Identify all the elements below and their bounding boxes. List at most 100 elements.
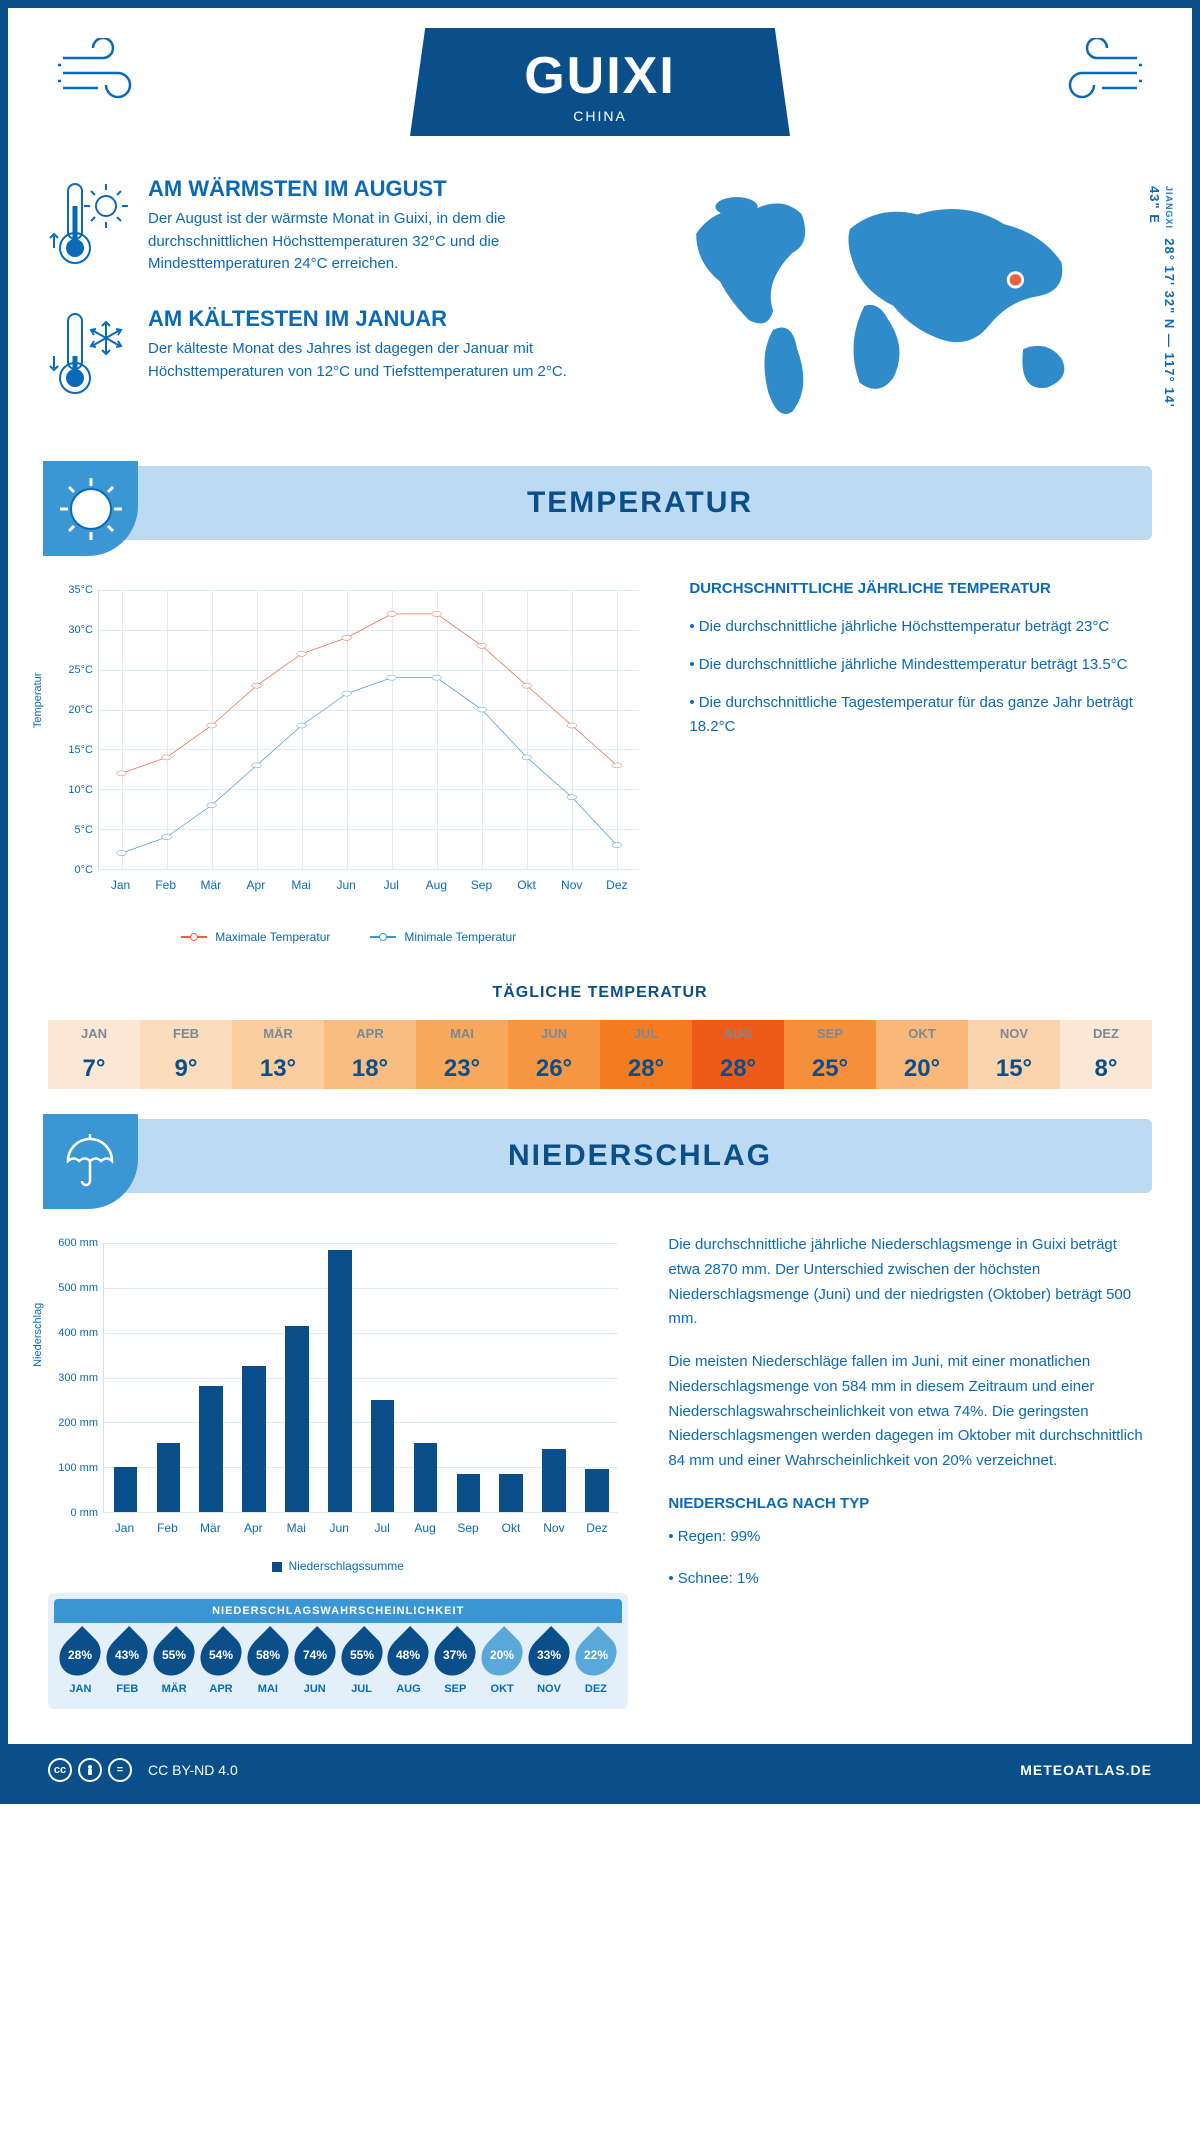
footer: cc = CC BY-ND 4.0 METEOATLAS.DE: [8, 1744, 1192, 1796]
section-title: TEMPERATUR: [148, 486, 1132, 520]
warmest-title: AM WÄRMSTEN IM AUGUST: [148, 176, 575, 202]
probability-cell: 43%FEB: [105, 1633, 150, 1695]
x-tick-label: Sep: [471, 878, 492, 892]
bar-legend: Niederschlagssumme: [48, 1559, 628, 1573]
bar: [585, 1469, 609, 1512]
daily-temp-cell: OKT20°: [876, 1020, 968, 1089]
coordinates: JIANGXI 28° 17' 32" N — 117° 14' 43" E: [1147, 186, 1177, 436]
x-tick-label: Mai: [287, 1521, 306, 1535]
bar: [371, 1400, 395, 1512]
x-tick-label: Feb: [157, 1521, 178, 1535]
daily-temp-cell: AUG28°: [692, 1020, 784, 1089]
probability-cell: 74%JUN: [292, 1633, 337, 1695]
bar: [114, 1467, 138, 1512]
bar: [242, 1366, 266, 1512]
y-tick-label: 500 mm: [48, 1282, 98, 1294]
probability-cell: 22%DEZ: [573, 1633, 618, 1695]
x-tick-label: Nov: [543, 1521, 564, 1535]
precipitation-banner: NIEDERSCHLAG: [48, 1119, 1152, 1193]
legend-max-label: Maximale Temperatur: [215, 930, 330, 944]
y-tick-label: 600 mm: [48, 1237, 98, 1249]
bar: [199, 1386, 223, 1512]
y-tick-label: 30°C: [48, 624, 93, 636]
bar: [414, 1443, 438, 1512]
daily-temp-cell: DEZ8°: [1060, 1020, 1152, 1089]
x-tick-label: Dez: [606, 878, 627, 892]
x-tick-label: Jun: [330, 1521, 349, 1535]
coldest-text: Der kälteste Monat des Jahres ist dagege…: [148, 338, 575, 383]
probability-cell: 54%APR: [199, 1633, 244, 1695]
probability-cell: 37%SEP: [433, 1633, 478, 1695]
probability-cell: 55%MÄR: [152, 1633, 197, 1695]
y-tick-label: 20°C: [48, 704, 93, 716]
probability-title: NIEDERSCHLAGSWAHRSCHEINLICHKEIT: [54, 1599, 622, 1623]
license-badges: cc = CC BY-ND 4.0: [48, 1758, 238, 1782]
x-tick-label: Aug: [426, 878, 447, 892]
probability-panel: NIEDERSCHLAGSWAHRSCHEINLICHKEIT 28%JAN43…: [48, 1593, 628, 1709]
precip-paragraph: Die durchschnittliche jährliche Niedersc…: [668, 1233, 1152, 1332]
x-tick-label: Apr: [244, 1521, 263, 1535]
coldest-title: AM KÄLTESTEN IM JANUAR: [148, 306, 575, 332]
country-subtitle: CHINA: [490, 108, 710, 124]
warmest-text: Der August ist der wärmste Monat in Guix…: [148, 208, 575, 276]
precip-type-title: NIEDERSCHLAG NACH TYP: [668, 1492, 1152, 1517]
x-tick-label: Apr: [247, 878, 266, 892]
daily-temp-cell: SEP25°: [784, 1020, 876, 1089]
probability-cell: 55%JUL: [339, 1633, 384, 1695]
umbrella-icon: [43, 1114, 138, 1209]
x-tick-label: Jan: [115, 1521, 134, 1535]
title-block: GUIXI CHINA: [410, 28, 790, 136]
daily-temp-cell: JUL28°: [600, 1020, 692, 1089]
coldest-block: AM KÄLTESTEN IM JANUAR Der kälteste Mona…: [48, 306, 575, 406]
y-axis-title: Niederschlag: [32, 1303, 44, 1367]
header: GUIXI CHINA: [8, 8, 1192, 136]
thermometer-cold-icon: [48, 306, 128, 406]
daily-temp-cell: FEB9°: [140, 1020, 232, 1089]
daily-temp-cell: JAN7°: [48, 1020, 140, 1089]
daily-temp-cell: MÄR13°: [232, 1020, 324, 1089]
x-tick-label: Mai: [291, 878, 310, 892]
legend-min-label: Minimale Temperatur: [404, 930, 516, 944]
probability-cell: 28%JAN: [58, 1633, 103, 1695]
info-row: AM WÄRMSTEN IM AUGUST Der August ist der…: [48, 176, 1152, 436]
probability-cell: 58%MAI: [245, 1633, 290, 1695]
daily-temp-cell: NOV15°: [968, 1020, 1060, 1089]
x-tick-label: Feb: [155, 878, 176, 892]
x-tick-label: Jul: [374, 1521, 389, 1535]
wind-icon: [58, 38, 158, 113]
precipitation-bar-chart: Niederschlag 0 mm100 mm200 mm300 mm400 m…: [48, 1233, 628, 1553]
by-icon: [78, 1758, 102, 1782]
x-tick-label: Nov: [561, 878, 582, 892]
probability-cell: 33%NOV: [527, 1633, 572, 1695]
y-tick-label: 400 mm: [48, 1327, 98, 1339]
x-tick-label: Jun: [336, 878, 355, 892]
precip-type: • Schnee: 1%: [668, 1567, 1152, 1592]
daily-temp-cell: APR18°: [324, 1020, 416, 1089]
bar: [542, 1449, 566, 1512]
y-tick-label: 5°C: [48, 824, 93, 836]
temp-bullet: • Die durchschnittliche jährliche Mindes…: [689, 653, 1152, 677]
section-title: NIEDERSCHLAG: [148, 1139, 1132, 1173]
daily-temp-title: TÄGLICHE TEMPERATUR: [48, 984, 1152, 1002]
cc-icon: cc: [48, 1758, 72, 1782]
y-tick-label: 25°C: [48, 664, 93, 676]
site-name: METEOATLAS.DE: [1020, 1762, 1152, 1778]
bar: [499, 1474, 523, 1512]
chart-legend: Maximale Temperatur Minimale Temperatur: [48, 930, 649, 944]
sun-icon: [43, 461, 138, 556]
temp-bullet: • Die durchschnittliche jährliche Höchst…: [689, 615, 1152, 639]
daily-temp-cell: JUN26°: [508, 1020, 600, 1089]
probability-cell: 48%AUG: [386, 1633, 431, 1695]
precip-paragraph: Die meisten Niederschläge fallen im Juni…: [668, 1350, 1152, 1474]
y-tick-label: 0 mm: [48, 1507, 98, 1519]
daily-temp-table: JAN7°FEB9°MÄR13°APR18°MAI23°JUN26°JUL28°…: [48, 1020, 1152, 1089]
y-tick-label: 35°C: [48, 584, 93, 596]
y-tick-label: 10°C: [48, 784, 93, 796]
city-title: GUIXI: [490, 46, 710, 106]
bar: [157, 1443, 181, 1512]
nd-icon: =: [108, 1758, 132, 1782]
y-axis-title: Temperatur: [32, 673, 44, 729]
bar: [457, 1474, 481, 1512]
x-tick-label: Sep: [457, 1521, 478, 1535]
x-tick-label: Mär: [200, 1521, 221, 1535]
